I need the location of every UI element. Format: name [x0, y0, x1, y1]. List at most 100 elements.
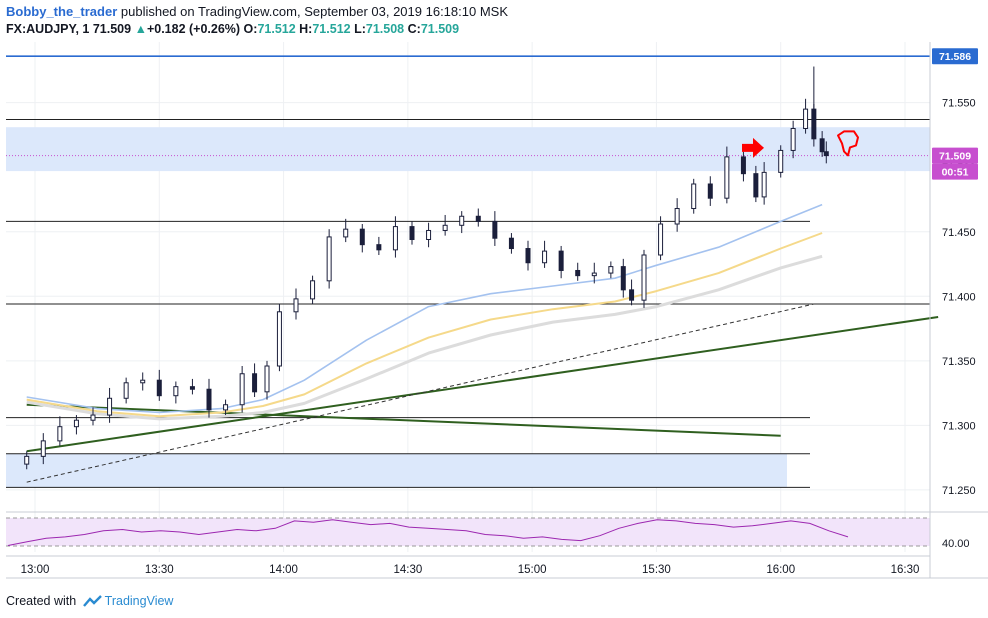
price-tick-label: 71.300: [942, 420, 976, 432]
candle-body: [761, 171, 767, 198]
symbol-legend: FX:AUDJPY, 1 71.509 ▲+0.182 (+0.26%) O:7…: [6, 22, 459, 36]
candle-body: [392, 226, 398, 251]
candle-body: [790, 127, 796, 151]
top-line-price-tag: 71.586: [939, 51, 971, 63]
candle-body: [608, 266, 614, 274]
price-chart[interactable]: 71.25071.30071.35071.40071.45071.50071.5…: [0, 0, 988, 590]
time-tick-label: 15:30: [642, 564, 671, 576]
candle-body: [73, 419, 79, 428]
rsi-line: [7, 519, 849, 546]
time-tick-label: 13:00: [21, 564, 50, 576]
open-label: O:: [243, 22, 258, 36]
candle-body: [823, 151, 829, 157]
candle-body: [591, 272, 597, 277]
support-resistance-zone: [6, 127, 930, 172]
symbol-name[interactable]: FX:AUDJPY, 1: [6, 22, 90, 36]
candle-body: [239, 373, 245, 406]
price-tick-label: 71.400: [942, 291, 976, 303]
candle-body: [326, 236, 332, 282]
trendlines[interactable]: [26, 303, 939, 483]
candle-body: [707, 183, 713, 199]
candle-body: [641, 254, 647, 301]
candle-body: [252, 373, 258, 393]
price-tick-label: 71.350: [942, 356, 976, 368]
candle-body: [542, 250, 548, 264]
rsi-tick-label: 40.00: [942, 538, 970, 550]
candle-body: [508, 237, 514, 250]
ma-mid-line: [26, 232, 823, 418]
tradingview-brand[interactable]: TradingView: [104, 594, 174, 608]
candle-body: [724, 156, 730, 199]
candle-body: [293, 298, 299, 313]
ma-slow-line: [26, 254, 823, 421]
candle-body: [740, 156, 746, 175]
candle-body: [753, 173, 759, 198]
moving-averages: [26, 203, 823, 421]
candle-body: [475, 215, 481, 222]
price-tags: 71.586 71.509 00:51: [932, 48, 978, 180]
candle-body: [123, 382, 129, 399]
high-label: H:: [299, 22, 313, 36]
price-tick-label: 71.550: [942, 98, 976, 110]
annotations[interactable]: [742, 130, 859, 158]
candle-body: [426, 229, 432, 241]
created-with-text: Created with: [6, 594, 77, 608]
candle-body: [90, 414, 96, 421]
time-tick-label: 16:00: [766, 564, 795, 576]
ma-fast-line: [26, 203, 823, 414]
candle-body: [343, 228, 349, 238]
time-tick-label: 16:30: [891, 564, 920, 576]
candle-body: [40, 440, 46, 457]
candle-body: [691, 183, 697, 210]
axes: [6, 42, 988, 579]
candle-body: [359, 228, 365, 246]
ascending-trendline[interactable]: [26, 315, 939, 453]
descending-trendline[interactable]: [26, 403, 781, 437]
candle-body: [442, 224, 448, 231]
candles: [24, 66, 829, 470]
candle-body: [658, 223, 664, 256]
candle-body: [803, 108, 809, 129]
change-value: +0.182 (+0.26%): [146, 22, 241, 36]
candle-body: [206, 388, 212, 411]
author-name[interactable]: Bobby_the_trader: [6, 4, 118, 19]
high-value: 71.512: [312, 22, 351, 36]
candle-body: [173, 386, 179, 397]
time-tick-label: 14:30: [393, 564, 422, 576]
last-price-tag: 71.509: [939, 151, 971, 163]
close-value: 71.509: [420, 22, 460, 36]
candle-body: [140, 379, 146, 384]
candle-body: [525, 248, 531, 264]
last-price-tag-bg: [932, 147, 978, 164]
candle-body: [778, 149, 784, 173]
publish-info: Bobby_the_trader published on TradingVie…: [6, 4, 508, 19]
top-line-price-tag-bg: [932, 48, 978, 65]
candle-body: [376, 244, 382, 251]
candle-body: [459, 215, 465, 226]
time-tick-label: 15:00: [518, 564, 547, 576]
candle-body: [24, 455, 30, 465]
candle-body: [276, 311, 282, 367]
candle-body: [310, 280, 316, 300]
candle-body: [819, 138, 825, 153]
low-label: L:: [354, 22, 366, 36]
candle-body: [558, 250, 564, 271]
open-value: 71.512: [257, 22, 296, 36]
low-value: 71.508: [365, 22, 405, 36]
up-arrow-icon: ▲: [134, 22, 147, 36]
candle-body: [107, 397, 113, 416]
arrow-right-icon[interactable]: [742, 137, 764, 158]
candle-body: [629, 289, 635, 301]
rsi-pane: [6, 511, 988, 547]
last-price: 71.509: [92, 22, 132, 36]
published-text: published on TradingView.com, September …: [120, 4, 508, 19]
hand-pointer-icon[interactable]: [837, 130, 859, 157]
candle-body: [264, 365, 270, 393]
support-resistance-zone: [6, 453, 787, 488]
candle-body: [620, 266, 626, 291]
dashed-trendline[interactable]: [26, 303, 814, 483]
candle-body: [223, 404, 229, 411]
footer: Created with TradingView: [6, 594, 173, 608]
price-tick-label: 71.250: [942, 485, 976, 497]
candle-body: [492, 220, 498, 239]
